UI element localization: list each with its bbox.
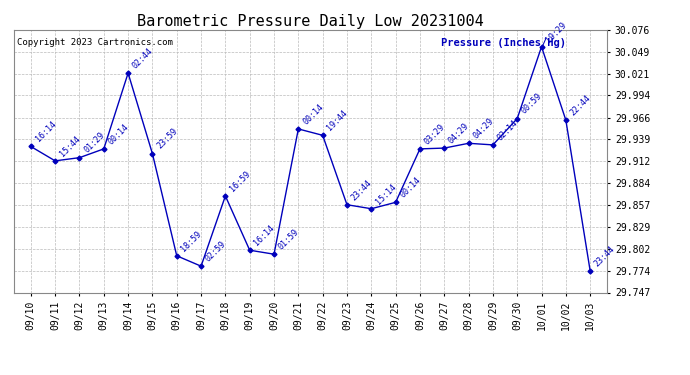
- Text: 23:59: 23:59: [155, 127, 179, 151]
- Text: 00:14: 00:14: [398, 176, 422, 200]
- Text: 23:44: 23:44: [593, 244, 617, 268]
- Text: 19:29: 19:29: [544, 20, 569, 44]
- Text: 01:59: 01:59: [277, 227, 301, 251]
- Text: 16:59: 16:59: [228, 169, 253, 193]
- Text: 22:44: 22:44: [569, 93, 593, 117]
- Text: 04:29: 04:29: [447, 121, 471, 145]
- Text: 00:59: 00:59: [520, 92, 544, 116]
- Text: 15:44: 15:44: [58, 134, 82, 158]
- Text: 03:29: 03:29: [423, 122, 446, 146]
- Text: 02:14: 02:14: [495, 118, 520, 142]
- Text: Pressure (Inches/Hg): Pressure (Inches/Hg): [441, 38, 566, 48]
- Text: 18:59: 18:59: [179, 229, 204, 253]
- Text: 00:14: 00:14: [301, 102, 325, 126]
- Title: Barometric Pressure Daily Low 20231004: Barometric Pressure Daily Low 20231004: [137, 14, 484, 29]
- Text: Copyright 2023 Cartronics.com: Copyright 2023 Cartronics.com: [17, 38, 172, 47]
- Text: 23:44: 23:44: [350, 178, 374, 202]
- Text: 04:29: 04:29: [471, 117, 495, 141]
- Text: 02:44: 02:44: [131, 46, 155, 70]
- Text: 01:29: 01:29: [82, 131, 106, 155]
- Text: 00:14: 00:14: [106, 122, 130, 146]
- Text: 15:14: 15:14: [374, 182, 398, 206]
- Text: 19:44: 19:44: [326, 108, 349, 132]
- Text: 16:14: 16:14: [253, 224, 277, 248]
- Text: 16:14: 16:14: [34, 120, 58, 144]
- Text: 02:59: 02:59: [204, 239, 228, 263]
